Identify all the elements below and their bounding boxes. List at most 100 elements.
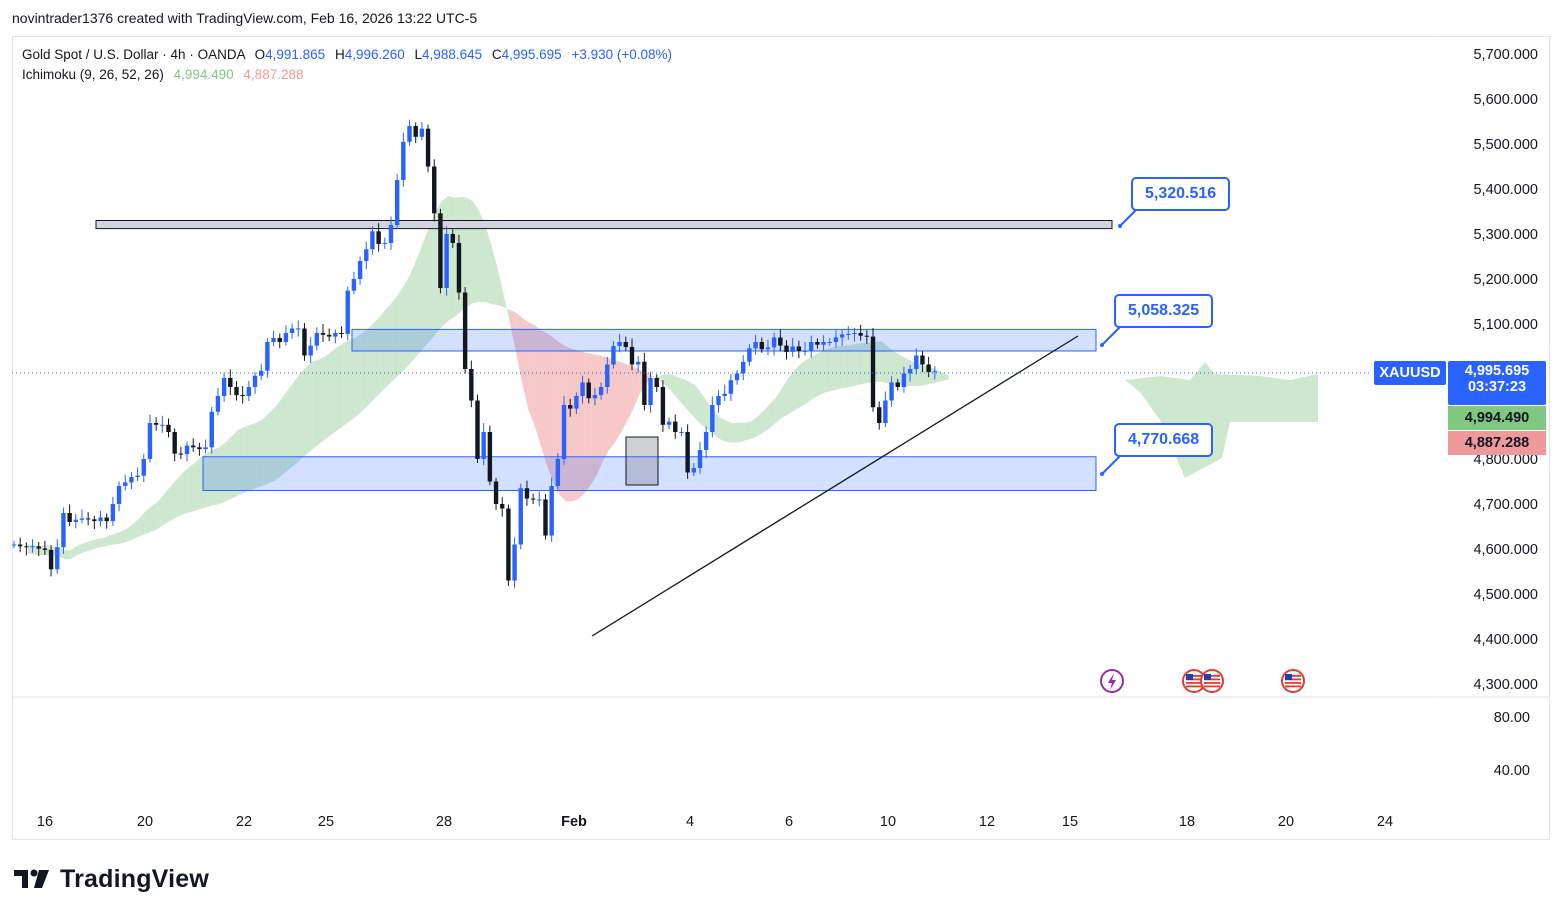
high-label: H	[334, 47, 345, 62]
candle-body	[357, 261, 363, 279]
cloud-segment	[806, 356, 813, 404]
candle-body	[907, 369, 913, 374]
candle	[271, 330, 276, 347]
candle-body	[524, 488, 530, 499]
price-tick-label: 4,700.000	[1473, 497, 1538, 513]
price-tick-label: 4,800.000	[1473, 452, 1538, 468]
cloud-segment	[170, 479, 177, 521]
cloud-segment	[188, 462, 195, 513]
candle	[753, 334, 758, 355]
cloud-segment	[256, 419, 263, 488]
cloud-segment	[491, 246, 498, 306]
senkou-a-tag[interactable]: 4,994.490	[1448, 406, 1546, 430]
chart-frame	[12, 36, 1550, 840]
candle	[456, 234, 462, 300]
candle-body	[240, 395, 245, 397]
candle	[277, 333, 282, 349]
cloud-segment	[930, 367, 937, 384]
cloud-segment	[269, 406, 276, 484]
candle	[209, 406, 214, 454]
candle	[778, 329, 783, 351]
indicator-legend-row[interactable]: Ichimoku (9, 26, 52, 26) 4,994.490 4,887…	[22, 65, 672, 85]
price-tick-label: 4,600.000	[1473, 542, 1538, 558]
us-flag-event-icon[interactable]	[1200, 669, 1224, 693]
candle	[821, 335, 826, 351]
cloud-segment	[472, 201, 480, 304]
candle-body	[839, 334, 845, 338]
candle-body	[30, 546, 35, 548]
cloud-segment	[621, 362, 628, 433]
cloud-segment	[429, 210, 436, 342]
candle	[537, 491, 542, 507]
candle	[561, 396, 567, 465]
symbol-legend-row[interactable]: Gold Spot / U.S. Dollar · 4h · OANDA O4,…	[22, 45, 672, 65]
candle	[635, 355, 641, 373]
candle	[469, 360, 474, 408]
candle	[296, 320, 301, 337]
cloud-segment	[893, 351, 900, 387]
tradingview-brand[interactable]: TradingView	[14, 862, 209, 896]
candle	[129, 472, 134, 490]
cloud-segment	[231, 429, 239, 499]
flag-stripe	[1186, 678, 1202, 681]
candle	[11, 540, 17, 549]
upper-callout-dot	[1100, 343, 1104, 347]
candle-body	[864, 335, 870, 337]
candle-body	[877, 407, 882, 423]
candle	[914, 348, 919, 375]
candle-body	[895, 382, 900, 387]
candle-body	[110, 504, 116, 522]
cloud-segment	[751, 416, 758, 440]
candle-body	[191, 445, 196, 448]
cloud-segment	[528, 322, 535, 426]
candle	[419, 121, 425, 141]
candle	[432, 159, 437, 222]
cloud-segment	[299, 366, 307, 461]
candle	[568, 398, 573, 417]
flag-stripe	[1204, 685, 1220, 688]
lightning-event-icon[interactable]	[1100, 669, 1124, 693]
candle	[370, 226, 375, 255]
open-value: 4,991.865	[265, 47, 326, 62]
cloud-segment	[917, 363, 925, 386]
cloud-segment	[77, 543, 84, 555]
candle-body	[129, 477, 134, 483]
candle	[605, 356, 610, 394]
candle-body	[203, 447, 208, 450]
candle-body	[506, 508, 511, 581]
symbol-title[interactable]: Gold Spot / U.S. Dollar · 4h · OANDA	[22, 47, 245, 62]
cloud-segment	[404, 272, 412, 370]
candle	[815, 338, 820, 349]
cloud-segment	[126, 523, 134, 542]
ichimoku-label[interactable]: Ichimoku (9, 26, 52, 26)	[22, 67, 164, 82]
candle	[481, 423, 486, 466]
candle-body	[561, 405, 567, 459]
candle	[345, 286, 350, 341]
time-tick-label: 20	[137, 814, 153, 830]
candle	[660, 380, 666, 432]
candle-body	[345, 290, 350, 334]
candle-body	[926, 364, 931, 373]
candle-body	[543, 499, 548, 536]
senkou-b-tag[interactable]: 4,887.288	[1448, 431, 1546, 455]
price-tick-label: 5,200.000	[1473, 272, 1538, 288]
candle-body	[481, 432, 486, 459]
cloud-segment	[615, 360, 622, 443]
resistance-callout[interactable]: 5,320.516	[1131, 177, 1231, 211]
candle	[802, 342, 808, 356]
candle-body	[394, 180, 400, 225]
cloud-segment	[837, 345, 844, 390]
candle	[462, 287, 468, 374]
candle	[17, 537, 23, 553]
lower-zone-callout[interactable]: 4,770.668	[1114, 423, 1214, 457]
upper-zone-callout[interactable]: 5,058.325	[1114, 294, 1214, 328]
us-flag-event-icon[interactable]	[1281, 669, 1305, 693]
last-price-tag[interactable]: 4,995.695 03:37:23	[1448, 361, 1546, 405]
candle	[357, 256, 363, 285]
candle-body	[833, 337, 839, 342]
symbol-price-tag[interactable]: XAUUSD	[1374, 361, 1446, 385]
oscillator-tick-label: 80.00	[1494, 710, 1530, 726]
cloud-segment	[695, 385, 702, 425]
candle	[215, 387, 221, 416]
